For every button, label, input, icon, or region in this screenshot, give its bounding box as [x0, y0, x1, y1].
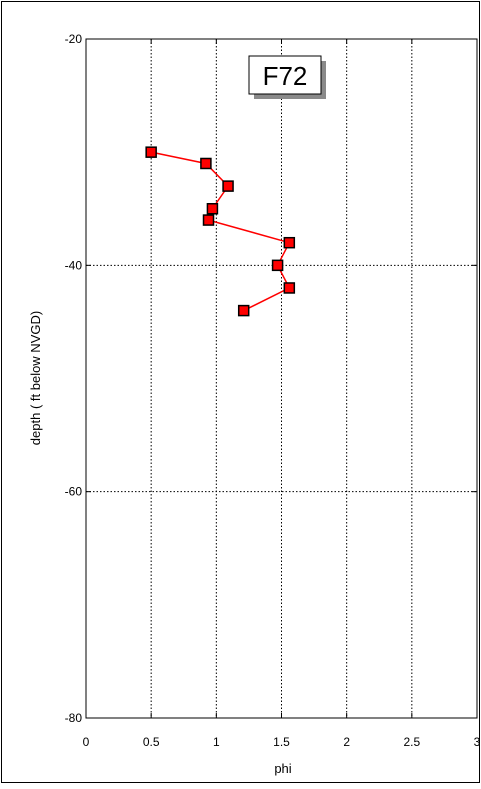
data-point-marker: [200, 157, 212, 170]
series-layer: [145, 146, 296, 317]
grid: [86, 39, 477, 718]
chart-title: F72: [263, 61, 308, 91]
data-point-marker: [222, 180, 234, 192]
y-tick-label: -80: [65, 711, 83, 725]
x-tick-label: 2: [343, 735, 350, 749]
y-tick-label: -20: [65, 32, 83, 46]
data-point-marker: [283, 282, 296, 294]
axis-ticks: 0 0.5 1 1.5 2 2.5 3 -80 -60 -40 -20: [65, 32, 481, 749]
title-frame: [248, 55, 322, 95]
x-tick-label: 0: [83, 735, 90, 749]
x-tick-label: 0.5: [143, 735, 160, 749]
data-point-marker: [237, 304, 250, 317]
title-box: F72: [248, 55, 326, 99]
data-point-marker: [283, 236, 296, 249]
data-point-marker: [206, 203, 219, 215]
x-axis-label: phi: [274, 761, 291, 776]
x-tick-label: 3: [474, 735, 481, 749]
x-tick-label: 2.5: [403, 735, 420, 749]
y-tick-label: -60: [65, 485, 83, 499]
data-point-marker: [145, 146, 157, 158]
y-tick-label: -40: [65, 258, 83, 272]
data-point-marker: [271, 259, 284, 272]
x-tick-label: 1: [213, 735, 220, 749]
x-tick-label: 1.5: [273, 735, 290, 749]
data-point-marker: [202, 214, 215, 226]
y-axis-label: depth ( ft below NVGD): [28, 311, 43, 445]
